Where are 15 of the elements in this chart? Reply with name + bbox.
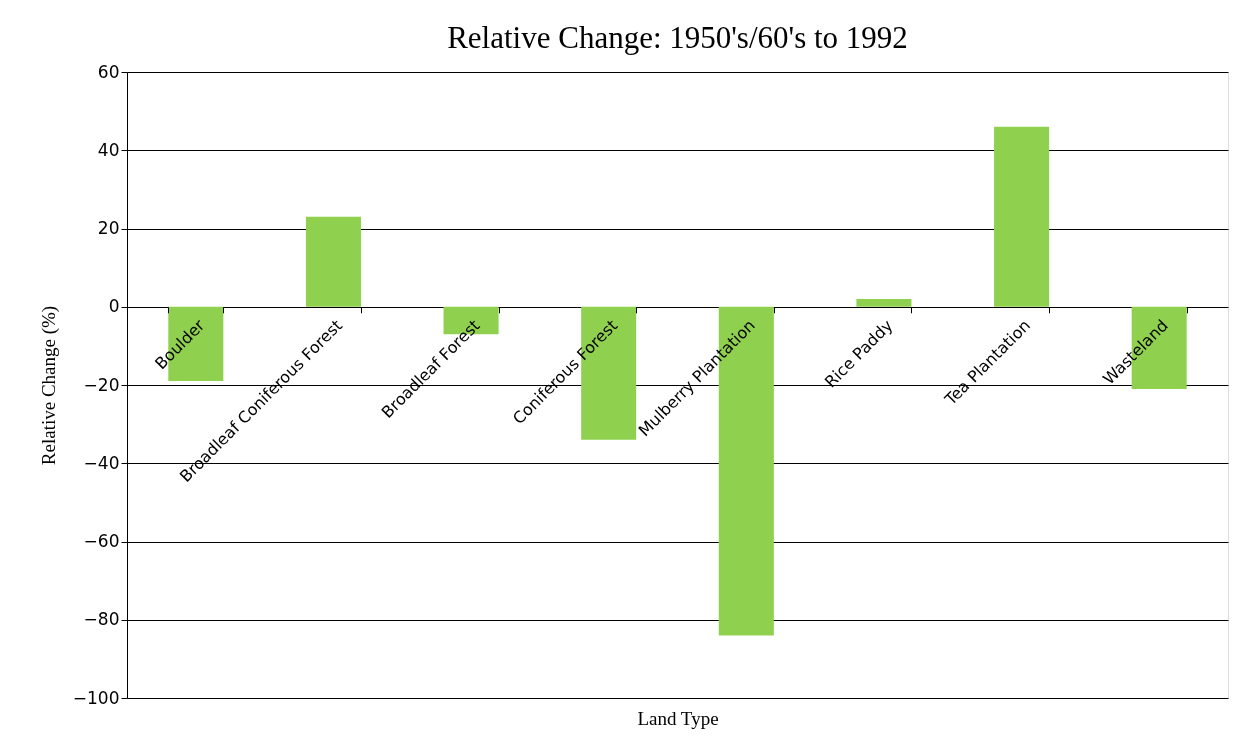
y-tick-label: −20: [83, 374, 120, 395]
x-axis-title: Land Type: [637, 707, 719, 729]
y-axis-title: Relative Change (%): [37, 305, 60, 466]
y-tick-label: 60: [97, 61, 120, 82]
bar: [856, 298, 912, 307]
y-tick-label: −100: [72, 687, 120, 708]
y-tick-label: −40: [83, 452, 120, 473]
y-tick-label: 20: [97, 218, 120, 238]
bar: [305, 216, 361, 307]
y-tick-label: −60: [83, 531, 120, 551]
chart-title: Relative Change: 1950's/60's to 1992: [447, 20, 908, 55]
y-tick-label: −80: [83, 609, 120, 630]
y-tick-label: 0: [108, 296, 120, 317]
bar: [994, 126, 1050, 307]
y-tick-label: 40: [97, 139, 120, 160]
